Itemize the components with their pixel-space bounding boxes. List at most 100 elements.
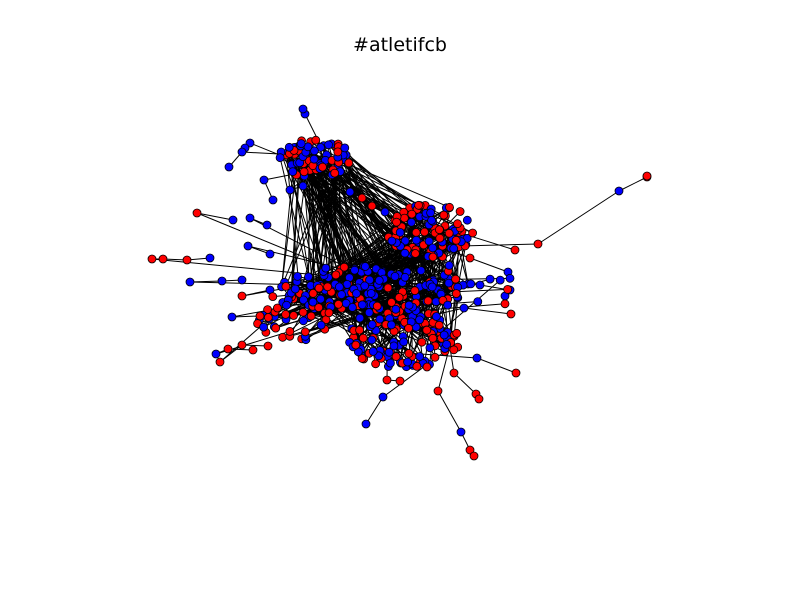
graph-node	[444, 278, 454, 288]
graph-node	[296, 139, 306, 149]
graph-node	[334, 299, 343, 309]
graph-node	[285, 185, 295, 195]
graph-node	[345, 187, 355, 197]
graph-node	[358, 333, 368, 343]
graph-node	[263, 313, 273, 322]
graph-node	[275, 153, 285, 163]
graph-node	[434, 320, 444, 330]
graph-node	[309, 154, 319, 164]
graph-node	[406, 217, 416, 227]
graph-node	[366, 288, 376, 298]
graph-node	[391, 304, 401, 314]
graph-node	[424, 236, 434, 246]
graph-node	[391, 352, 401, 362]
graph-edge	[618, 176, 648, 192]
graph-node	[400, 248, 410, 258]
graph-node	[262, 220, 272, 230]
graph-node	[410, 249, 420, 258]
graph-nodes	[147, 104, 652, 461]
graph-node	[321, 263, 331, 273]
graph-node	[259, 175, 269, 185]
graph-node	[444, 260, 454, 270]
graph-node	[281, 281, 291, 291]
graph-node	[474, 394, 484, 404]
graph-node	[410, 286, 420, 296]
graph-node	[147, 254, 157, 264]
graph-node	[505, 273, 515, 283]
graph-node	[272, 303, 282, 313]
graph-node	[395, 227, 405, 237]
graph-node	[243, 241, 253, 251]
graph-node	[281, 309, 291, 319]
graph-node	[368, 346, 378, 356]
graph-node	[263, 341, 273, 351]
graph-node	[423, 296, 433, 306]
graph-node	[217, 276, 227, 286]
graph-node	[415, 352, 425, 361]
graph-node	[383, 283, 393, 293]
graph-node	[268, 292, 278, 302]
graph-node	[228, 215, 238, 225]
graph-node	[428, 243, 438, 253]
graph-edge	[340, 217, 405, 270]
graph-node	[456, 427, 466, 437]
graph-node	[268, 195, 278, 205]
graph-edge	[537, 190, 620, 245]
graph-node	[237, 340, 247, 350]
graph-node	[449, 345, 459, 355]
graph-edge	[281, 154, 295, 287]
graph-node	[411, 235, 421, 245]
graph-node	[433, 386, 443, 396]
graph-node	[237, 275, 247, 285]
graph-node	[451, 235, 461, 245]
graph-edge	[331, 174, 441, 239]
graph-node	[390, 271, 400, 281]
graph-node	[182, 255, 192, 265]
graph-node	[434, 225, 444, 235]
graph-node	[334, 282, 344, 292]
graph-node	[416, 266, 426, 276]
graph-node	[407, 209, 417, 219]
graph-node	[284, 142, 294, 152]
graph-node	[403, 357, 413, 367]
graph-node	[428, 333, 438, 343]
graph-node	[435, 233, 445, 243]
graph-node	[415, 315, 425, 325]
graph-node	[298, 104, 308, 114]
graph-node	[442, 339, 452, 349]
graph-node	[355, 313, 365, 323]
graph-node	[445, 202, 454, 212]
graph-node	[316, 294, 326, 304]
graph-node	[439, 210, 449, 220]
graph-node	[511, 368, 521, 378]
graph-node	[422, 325, 432, 335]
graph-node	[357, 300, 367, 310]
graph-node	[468, 228, 478, 238]
graph-edge	[469, 257, 509, 273]
graph-node	[255, 311, 265, 321]
graph-node	[375, 314, 385, 324]
graph-node	[224, 162, 234, 172]
graph-edge	[307, 146, 431, 285]
graph-node	[449, 244, 459, 254]
graph-node	[462, 215, 472, 225]
graph-node	[299, 167, 309, 177]
graph-node	[485, 274, 495, 284]
graph-node	[404, 348, 414, 358]
graph-node	[384, 347, 394, 357]
graph-edge	[437, 390, 462, 433]
graph-node	[364, 308, 374, 318]
graph-node	[308, 288, 318, 298]
graph-node	[400, 272, 410, 282]
graph-node	[449, 368, 459, 378]
graph-node	[367, 201, 377, 211]
graph-node	[372, 301, 382, 311]
graph-node	[309, 146, 319, 156]
graph-edge	[281, 162, 298, 287]
graph-node	[399, 213, 409, 223]
graph-node	[431, 312, 441, 321]
graph-node	[426, 208, 436, 218]
graph-edge	[418, 205, 433, 329]
graph-node	[443, 300, 453, 310]
graph-node	[386, 320, 396, 330]
